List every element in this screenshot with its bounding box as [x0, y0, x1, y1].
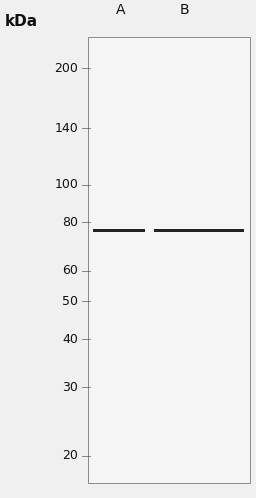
Text: 60: 60: [62, 264, 78, 277]
Text: B: B: [179, 3, 189, 17]
Bar: [93, 230, 145, 233]
Text: 140: 140: [54, 122, 78, 134]
Text: 30: 30: [62, 381, 78, 394]
Text: 80: 80: [62, 216, 78, 229]
Bar: [154, 230, 244, 233]
Text: 40: 40: [62, 333, 78, 346]
Text: 100: 100: [54, 178, 78, 191]
Bar: [88, 37, 250, 483]
Text: 200: 200: [54, 62, 78, 75]
Text: kDa: kDa: [5, 14, 38, 29]
Text: 50: 50: [62, 295, 78, 308]
Text: 20: 20: [62, 449, 78, 462]
Text: A: A: [115, 3, 125, 17]
